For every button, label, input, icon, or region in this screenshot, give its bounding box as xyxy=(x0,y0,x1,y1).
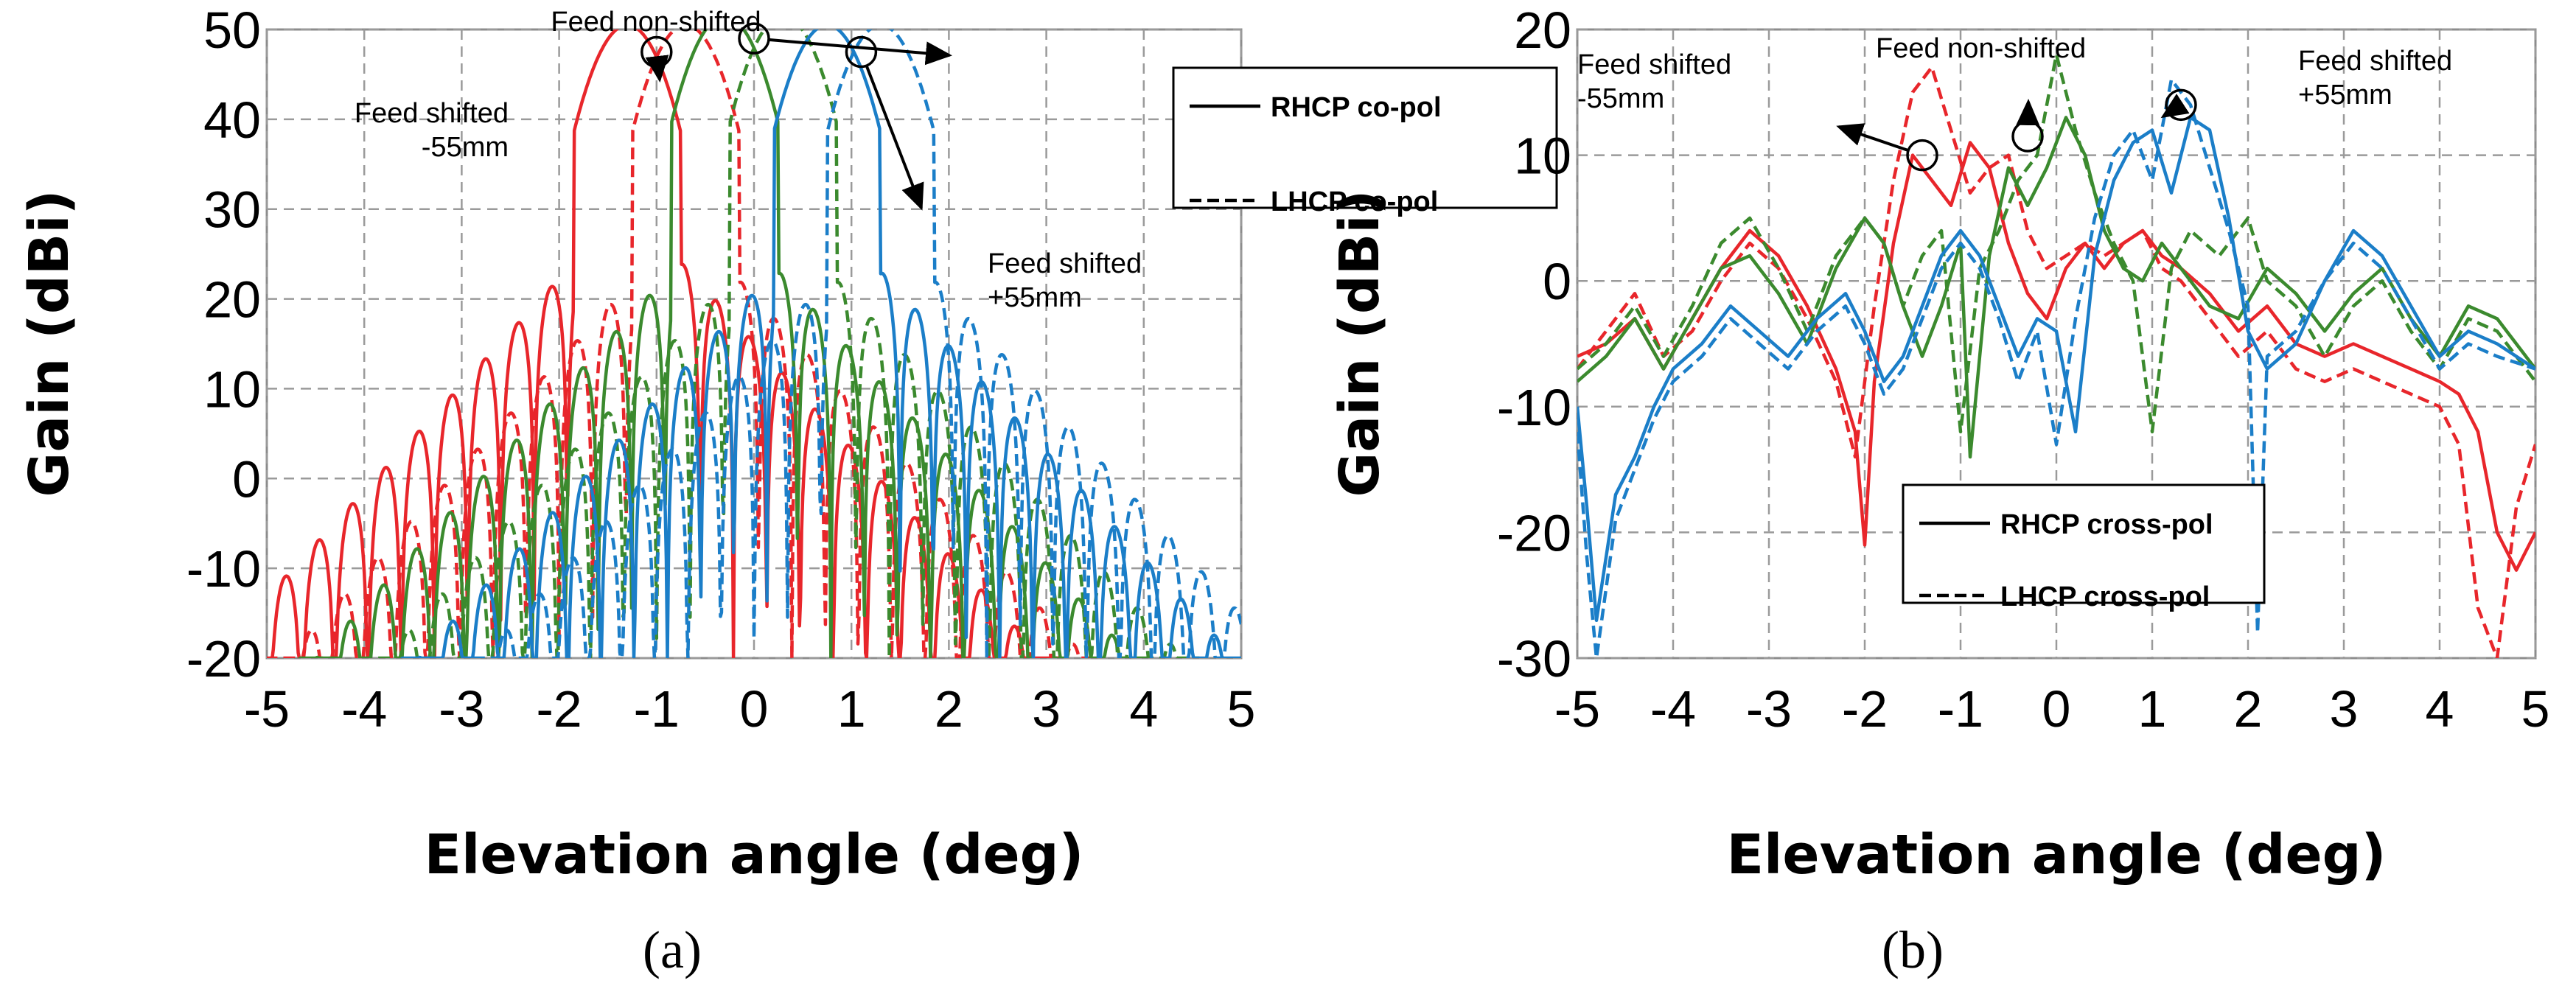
series-line: LHCP cross-pol, feed shifted -55mm xyxy=(1577,65,2535,658)
x-tick-label: -3 xyxy=(1746,680,1792,738)
annotation-arrow xyxy=(1836,123,1909,153)
annotation-marker xyxy=(1906,139,1938,172)
annotation-label: Feed shifted -55mm xyxy=(355,98,509,163)
y-tick-label: -30 xyxy=(1497,630,1571,688)
panel-label-b: (b) xyxy=(1882,920,1944,979)
y-tick-label: 10 xyxy=(203,360,261,418)
series-line: RHCP co-pol, feed shifted +55mm xyxy=(399,29,1241,658)
y-tick-label: 0 xyxy=(232,450,261,508)
x-tick-label: 1 xyxy=(2138,680,2167,738)
x-tick-label: -2 xyxy=(536,680,582,738)
series-line: RHCP co-pol, feed shifted -55mm xyxy=(267,29,1063,658)
annotations-b: Feed non-shifted Feed shifted -55mm Feed sh… xyxy=(1577,33,2452,172)
legend-label: LHCP cross-pol xyxy=(2000,581,2210,612)
x-tick-label: -5 xyxy=(1554,680,1600,738)
annotation-arrow xyxy=(2160,94,2190,119)
annotation-arrow xyxy=(768,38,952,66)
series-layer-a: RHCP co-pol, feed shifted -55mmLHCP co-p… xyxy=(267,29,1241,658)
y-tick-label: 40 xyxy=(203,91,261,149)
series-line: LHCP co-pol, feed shifted +55mm xyxy=(461,29,1241,658)
legend-label: LHCP co-pol xyxy=(1271,186,1438,217)
x-tick-label: 2 xyxy=(2234,680,2263,738)
x-axis-title-a: Elevation angle (deg) xyxy=(425,823,1084,887)
y-tick-label: 20 xyxy=(203,271,261,329)
y-tick-label: 30 xyxy=(203,181,261,239)
x-tick-label: -1 xyxy=(634,680,680,738)
x-tick-label: 3 xyxy=(1032,680,1061,738)
legend-b: RHCP cross-pol LHCP cross-pol xyxy=(1902,483,2266,612)
annotation-arrow xyxy=(865,65,924,211)
y-tick-label: 0 xyxy=(1543,253,1571,310)
x-tick-label: 1 xyxy=(837,680,866,738)
x-tick-label: -4 xyxy=(341,680,387,738)
x-tick-label: 0 xyxy=(740,680,769,738)
x-tick-label: 0 xyxy=(2042,680,2071,738)
x-axis-title-b: Elevation angle (deg) xyxy=(1727,823,2387,887)
y-tick-label: 50 xyxy=(203,1,261,59)
x-tick-label: -5 xyxy=(244,680,290,738)
series-line: RHCP cross-pol, feed non-shifted xyxy=(1577,116,2535,459)
annotations-a: Feed non-shifted Feed shifted -55mm Feed sh… xyxy=(355,7,1142,313)
chart-panel-b: RHCP cross-pol, feed shifted -55mmLHCP c… xyxy=(1328,1,2549,979)
series-line: LHCP cross-pol, feed shifted +55mm xyxy=(1577,77,2535,658)
annotation-label: Feed shifted +55mm xyxy=(2298,46,2452,111)
annotation-label: Feed non-shifted xyxy=(1876,33,2086,64)
y-axis-title-a: Gain (dBi) xyxy=(18,190,81,497)
x-tick-label: 2 xyxy=(935,680,963,738)
y-axis-title-b: Gain (dBi) xyxy=(1328,190,1392,497)
annotation-marker xyxy=(845,35,878,69)
chart-panel-a: RHCP co-pol, feed shifted -55mmLHCP co-p… xyxy=(18,1,1558,979)
annotation-label: Feed shifted -55mm xyxy=(1577,49,1731,114)
series-line: LHCP cross-pol, feed non-shifted xyxy=(1577,52,2535,434)
x-tick-label: 3 xyxy=(2330,680,2359,738)
panel-label-a: (a) xyxy=(643,920,702,979)
x-tick-label: -2 xyxy=(1842,680,1888,738)
x-tick-label: 4 xyxy=(1129,680,1158,738)
y-tick-label: -20 xyxy=(186,630,261,688)
series-line: RHCP cross-pol, feed shifted -55mm xyxy=(1577,141,2535,572)
annotation-label: Feed shifted +55mm xyxy=(988,248,1142,313)
series-layer-b: RHCP cross-pol, feed shifted -55mmLHCP c… xyxy=(1577,52,2535,658)
x-tick-label: 5 xyxy=(1227,680,1256,738)
annotation-marker xyxy=(738,22,770,55)
x-tick-label: 5 xyxy=(2521,680,2550,738)
x-tick-label: 4 xyxy=(2426,680,2454,738)
annotation-label: Feed non-shifted xyxy=(551,7,761,38)
series-line: LHCP co-pol, feed non-shifted xyxy=(364,29,1202,658)
y-tick-label: 20 xyxy=(1514,1,1571,59)
annotation-arrow xyxy=(645,55,669,83)
y-tick-label: 10 xyxy=(1514,127,1571,185)
legend-a: RHCP co-pol LHCP co-pol xyxy=(1172,66,1558,217)
legend-label: RHCP co-pol xyxy=(1271,92,1442,123)
x-tick-label: -1 xyxy=(1938,680,1983,738)
x-tick-label: -4 xyxy=(1650,680,1696,738)
legend-box xyxy=(1902,483,2266,604)
x-tick-label: -3 xyxy=(439,680,484,738)
y-tick-label: -10 xyxy=(1497,379,1571,436)
legend-box xyxy=(1172,66,1558,209)
y-tick-label: -10 xyxy=(186,540,261,598)
y-tick-label: -20 xyxy=(1497,504,1571,562)
legend-label: RHCP cross-pol xyxy=(2000,509,2213,540)
